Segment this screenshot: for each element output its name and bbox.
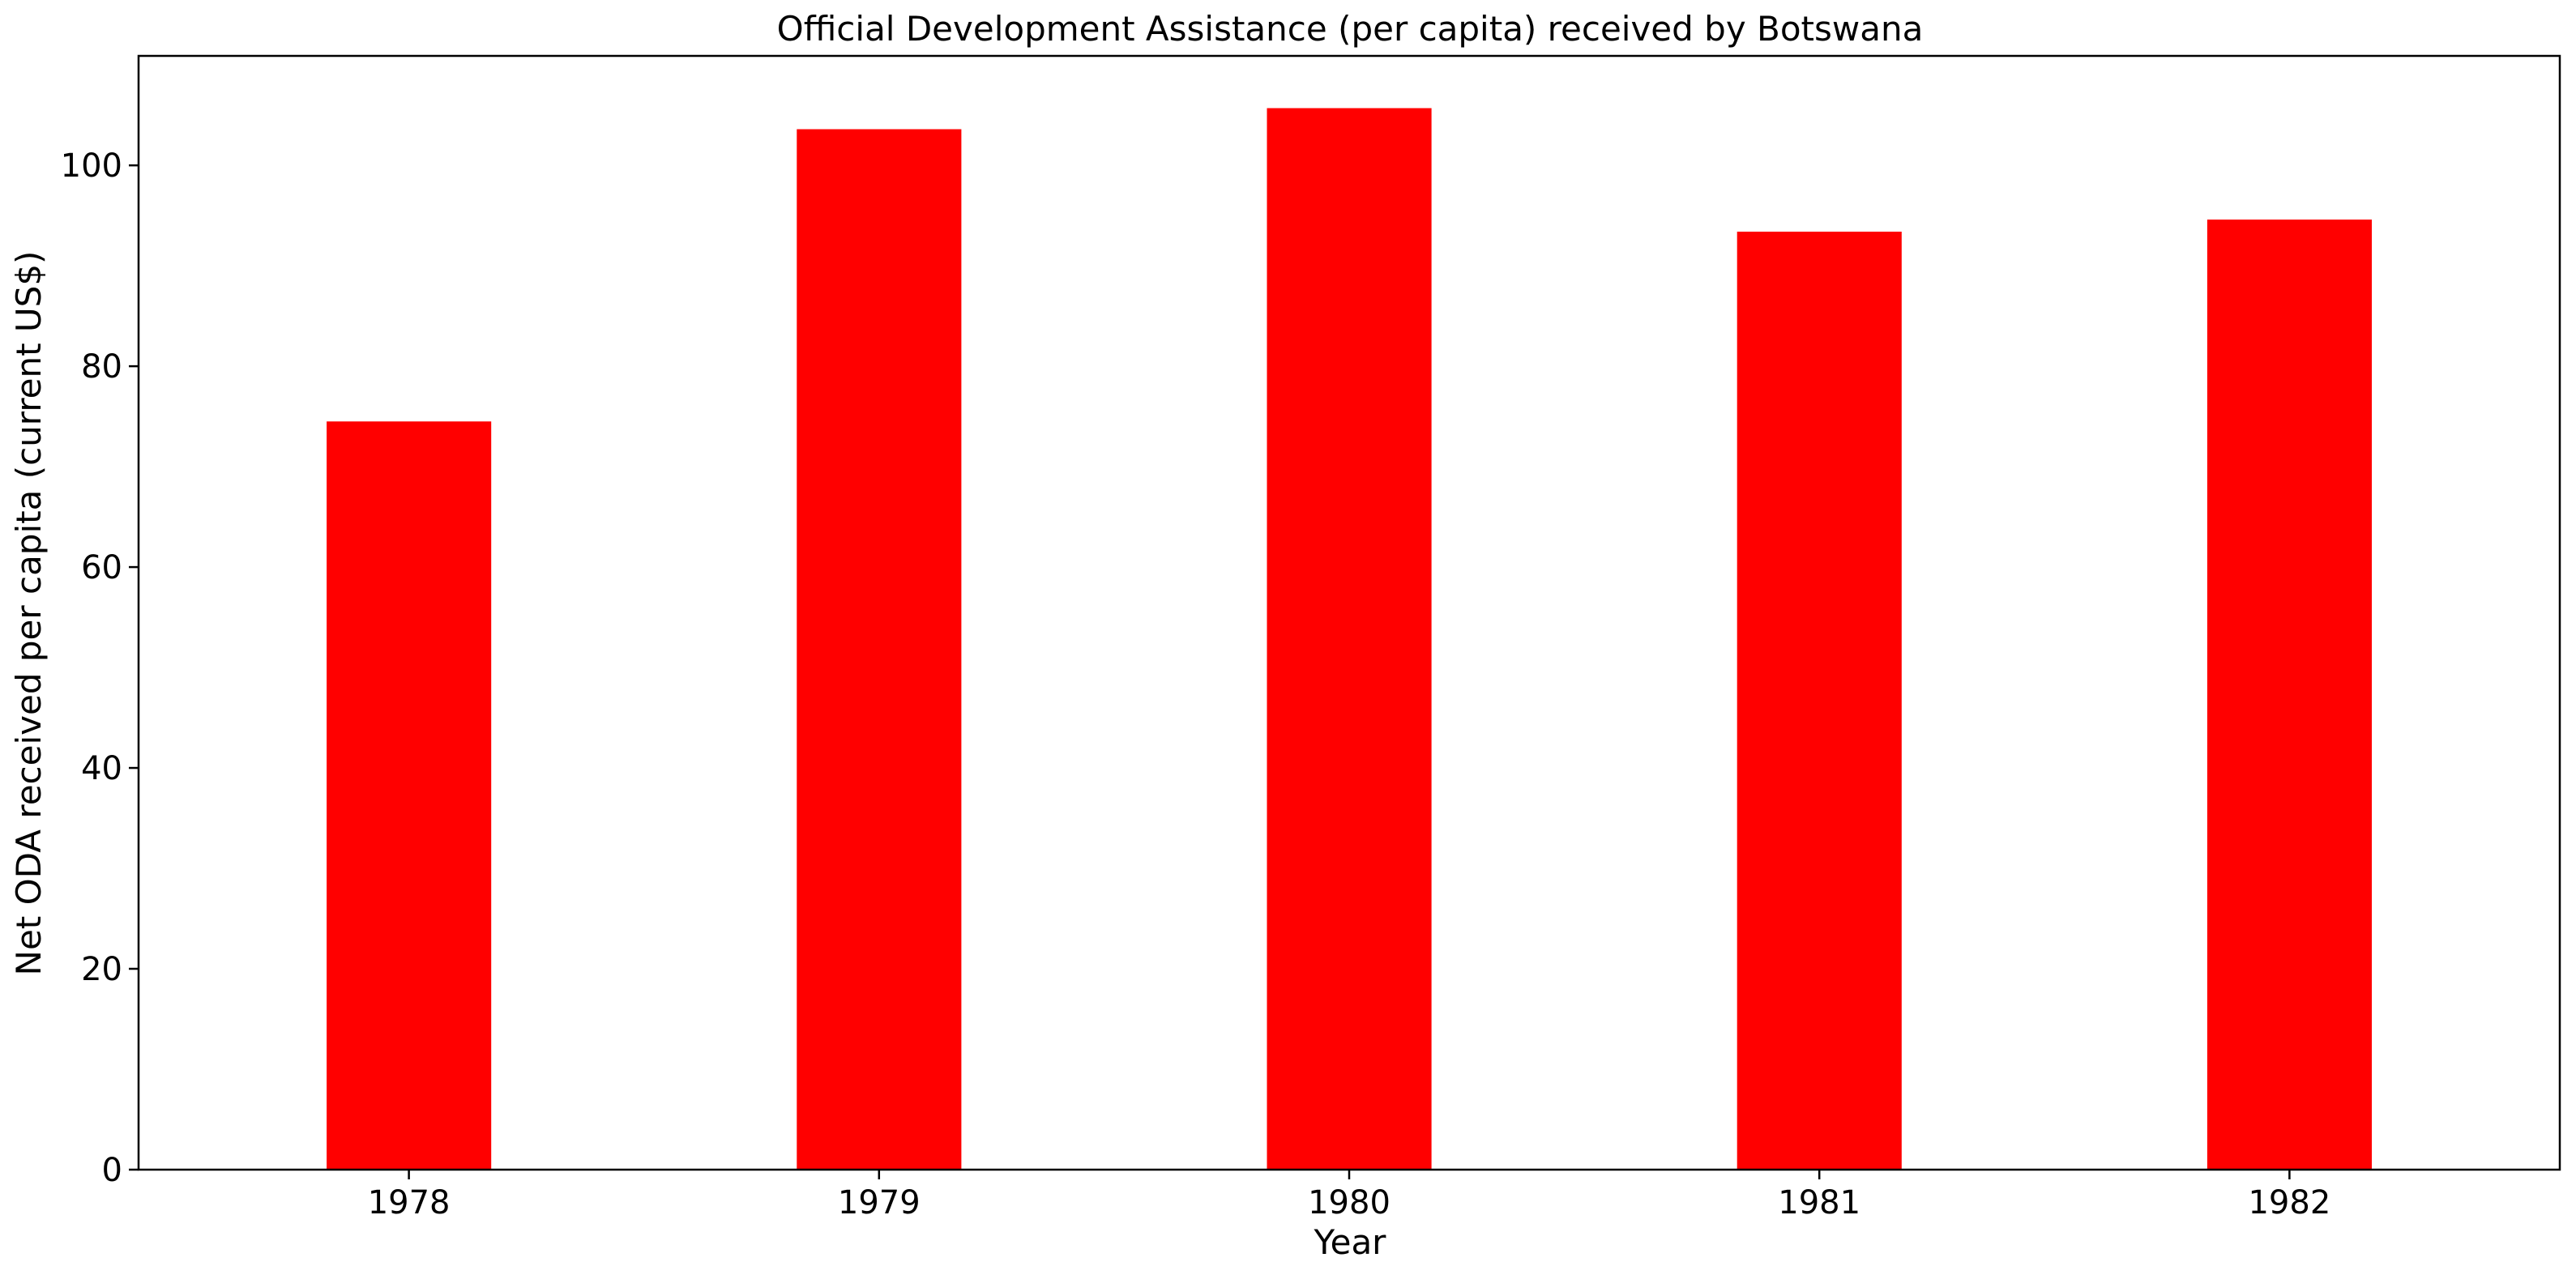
- x-tick-label: 1982: [2248, 1184, 2330, 1221]
- x-axis-label: Year: [1314, 1222, 1387, 1262]
- y-tick-label: 0: [102, 1152, 122, 1189]
- bar-1979: [797, 129, 962, 1170]
- y-tick-label: 100: [61, 147, 122, 185]
- bar-1980: [1267, 108, 1432, 1170]
- bars-layer: [327, 108, 2372, 1170]
- y-tick-label: 20: [81, 951, 122, 988]
- y-tick-label: 40: [81, 750, 122, 787]
- x-tick-label: 1981: [1778, 1184, 1860, 1221]
- x-tick-label: 1979: [838, 1184, 921, 1221]
- x-axis: 1978 1979 1980 1981 1982: [368, 1170, 2330, 1221]
- y-tick-label: 60: [81, 549, 122, 586]
- chart-title: Official Development Assistance (per cap…: [777, 9, 1924, 49]
- y-axis-label: Net ODA received per capita (current US$…: [9, 251, 49, 976]
- y-axis: 0 20 40 60 80 100: [61, 147, 139, 1189]
- bar-1981: [1737, 232, 1902, 1170]
- x-tick-label: 1978: [368, 1184, 451, 1221]
- y-tick-label: 80: [81, 348, 122, 386]
- bar-1978: [327, 421, 492, 1170]
- bar-1982: [2206, 220, 2372, 1170]
- x-tick-label: 1980: [1308, 1184, 1391, 1221]
